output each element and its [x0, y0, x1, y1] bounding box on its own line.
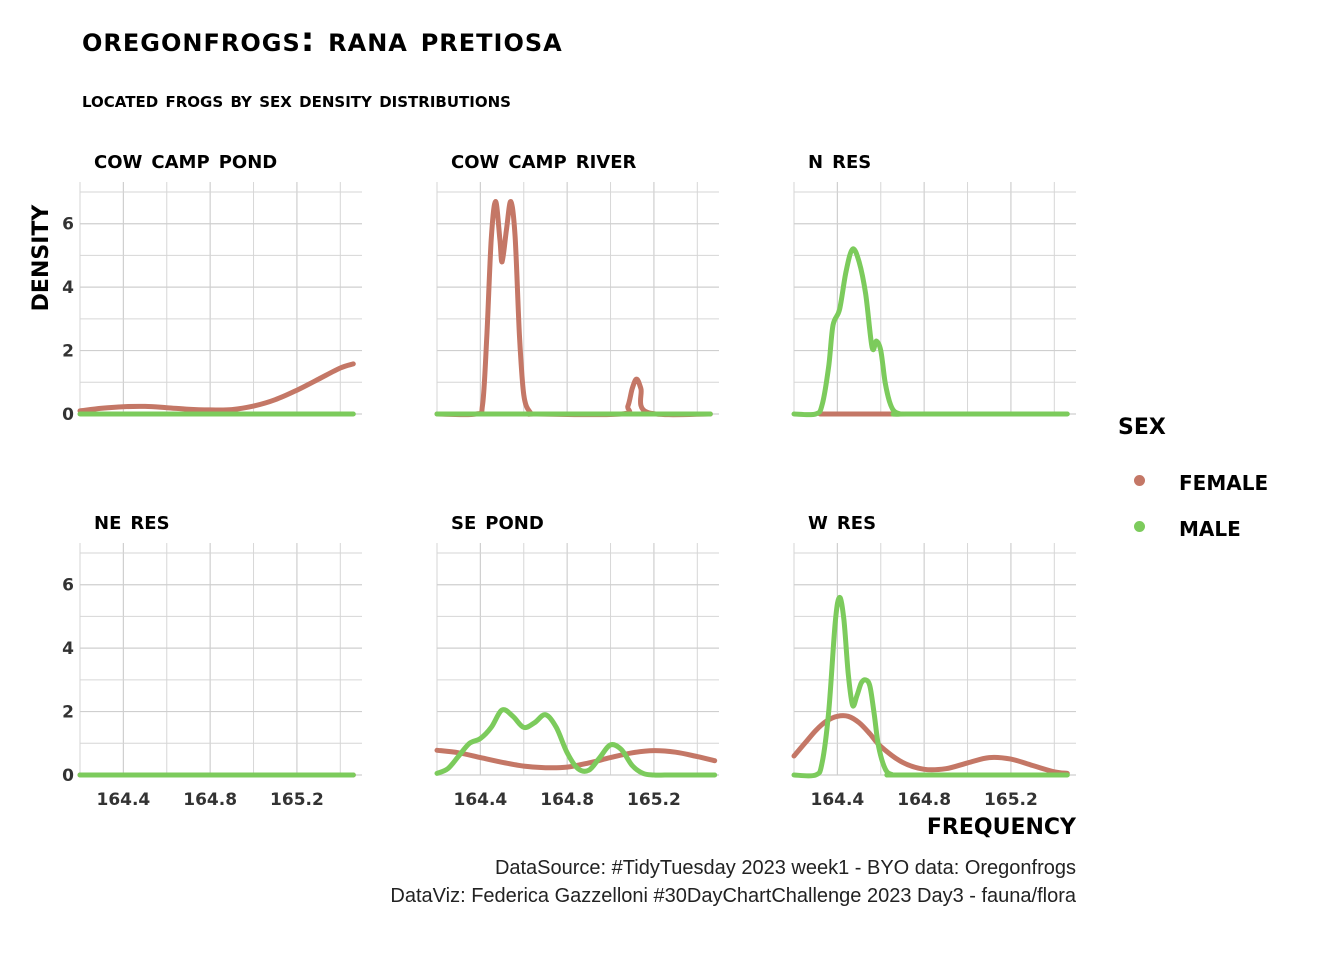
facet-title: ne res	[94, 506, 170, 536]
series-line-female	[77, 361, 356, 414]
y-tick-label: 2	[62, 703, 74, 723]
caption-credit: DataViz: Federica Gazzelloni #30DayChart…	[390, 885, 1076, 907]
facet-panel: n res	[791, 145, 1076, 418]
facet-panel: cow camp river	[434, 145, 719, 418]
facet-panel: cow camp pond 0 2 4 6	[62, 145, 362, 425]
x-tick-label: 165.2	[270, 790, 324, 810]
legend-item-male: male	[1134, 509, 1241, 543]
y-tick-label: 6	[62, 576, 74, 596]
x-tick-label: 164.8	[183, 790, 237, 810]
facet-panel: se pond 164.4 164.8 165.2	[434, 506, 719, 810]
facet-panel: w res 164.4 164.8 165.2	[791, 506, 1076, 810]
y-tick-label: 0	[62, 405, 74, 425]
chart-title: oregonfrogs: rana pretiosa	[82, 20, 563, 60]
x-tick-label: 164.4	[810, 790, 864, 810]
y-axis-title: density	[18, 204, 56, 312]
x-tick-label: 164.8	[897, 790, 951, 810]
y-tick-label: 6	[62, 215, 74, 235]
series-line-male	[434, 707, 718, 778]
x-tick-label: 164.8	[540, 790, 594, 810]
y-tick-label: 4	[62, 639, 74, 659]
facet-title: w res	[808, 506, 876, 536]
x-tick-label: 164.4	[453, 790, 507, 810]
facet-title: cow camp pond	[94, 145, 277, 175]
legend-item-female: female	[1134, 463, 1269, 497]
y-tick-label: 0	[62, 766, 74, 786]
legend-label-female: female	[1179, 463, 1269, 497]
x-axis-title: frequency	[927, 804, 1077, 842]
facet-title: cow camp river	[451, 145, 636, 175]
facet-panel: ne res 0 2 4 6 164.4 164.8 165.2	[62, 506, 362, 810]
x-tick-label: 164.4	[96, 790, 150, 810]
legend-title: sex	[1118, 404, 1166, 442]
y-tick-label: 2	[62, 342, 74, 362]
x-tick-label: 165.2	[627, 790, 681, 810]
facet-title: se pond	[451, 506, 544, 536]
x-tick-label: 165.2	[984, 790, 1038, 810]
legend-dot-male	[1134, 520, 1145, 532]
facet-title: n res	[808, 145, 871, 175]
chart-subtitle: located frogs by sex density distributio…	[82, 88, 511, 112]
legend-dot-female	[1134, 474, 1145, 486]
series-line-male	[791, 246, 1070, 418]
series-line-female	[434, 198, 713, 418]
series-line-male	[791, 594, 1070, 779]
caption: DataSource: #TidyTuesday 2023 week1 - BY…	[390, 854, 1076, 910]
caption-source: DataSource: #TidyTuesday 2023 week1 - BY…	[494, 857, 1076, 879]
y-tick-label: 4	[62, 278, 74, 298]
series-line-female	[791, 713, 1070, 776]
legend-label-male: male	[1179, 509, 1241, 543]
